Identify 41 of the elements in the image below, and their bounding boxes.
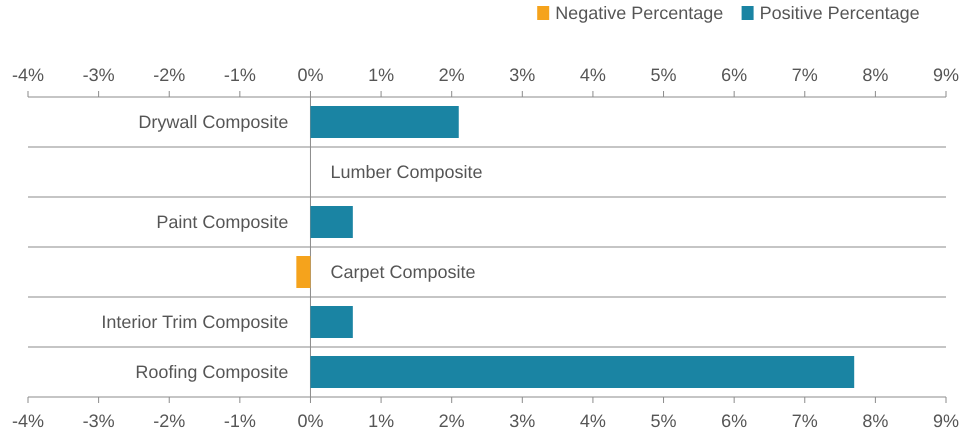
y-tick-label: Interior Trim Composite [101, 312, 288, 332]
x-tick-label: 3% [509, 65, 536, 85]
x-tick-label: 4% [580, 65, 606, 85]
bar [310, 206, 353, 238]
bar [310, 356, 854, 388]
y-tick-label: Lumber Composite [330, 162, 483, 182]
x2-tick-label: 1% [368, 411, 394, 431]
x2-tick-label: 9% [932, 411, 960, 431]
x2-tick-label: 7% [792, 411, 818, 431]
x-tick-label: -1% [224, 65, 256, 85]
bar [296, 256, 310, 288]
x2-tick-label: 0% [297, 411, 324, 431]
x-tick-label: -4% [12, 65, 44, 85]
x2-tick-label: 4% [580, 411, 606, 431]
x-tick-label: 5% [650, 65, 677, 85]
x-tick-label: 8% [862, 65, 888, 85]
x2-tick-label: 3% [509, 411, 536, 431]
x2-tick-label: -1% [224, 411, 256, 431]
bar [310, 106, 459, 138]
x-tick-label: -3% [82, 65, 115, 85]
y-tick-label: Carpet Composite [330, 262, 476, 282]
x2-tick-label: 2% [438, 411, 465, 431]
x-tick-label: 0% [297, 65, 324, 85]
x2-tick-label: 6% [721, 411, 748, 431]
x2-tick-label: -2% [153, 411, 186, 431]
x2-tick-label: 5% [650, 411, 677, 431]
x-tick-label: 6% [721, 65, 748, 85]
x-tick-label: 1% [368, 65, 394, 85]
bar [310, 306, 353, 338]
y-tick-label: Paint Composite [156, 212, 288, 232]
legend-label: Negative Percentage [555, 3, 724, 23]
legend-label: Positive Percentage [760, 3, 920, 23]
x2-tick-label: -4% [12, 411, 44, 431]
x-tick-label: -2% [153, 65, 186, 85]
x-tick-label: 7% [792, 65, 818, 85]
y-tick-label: Drywall Composite [138, 112, 288, 132]
x2-tick-label: -3% [82, 411, 115, 431]
x2-tick-label: 8% [862, 411, 888, 431]
y-tick-label: Roofing Composite [135, 362, 288, 382]
x-tick-label: 9% [932, 65, 960, 85]
x-tick-label: 2% [438, 65, 465, 85]
